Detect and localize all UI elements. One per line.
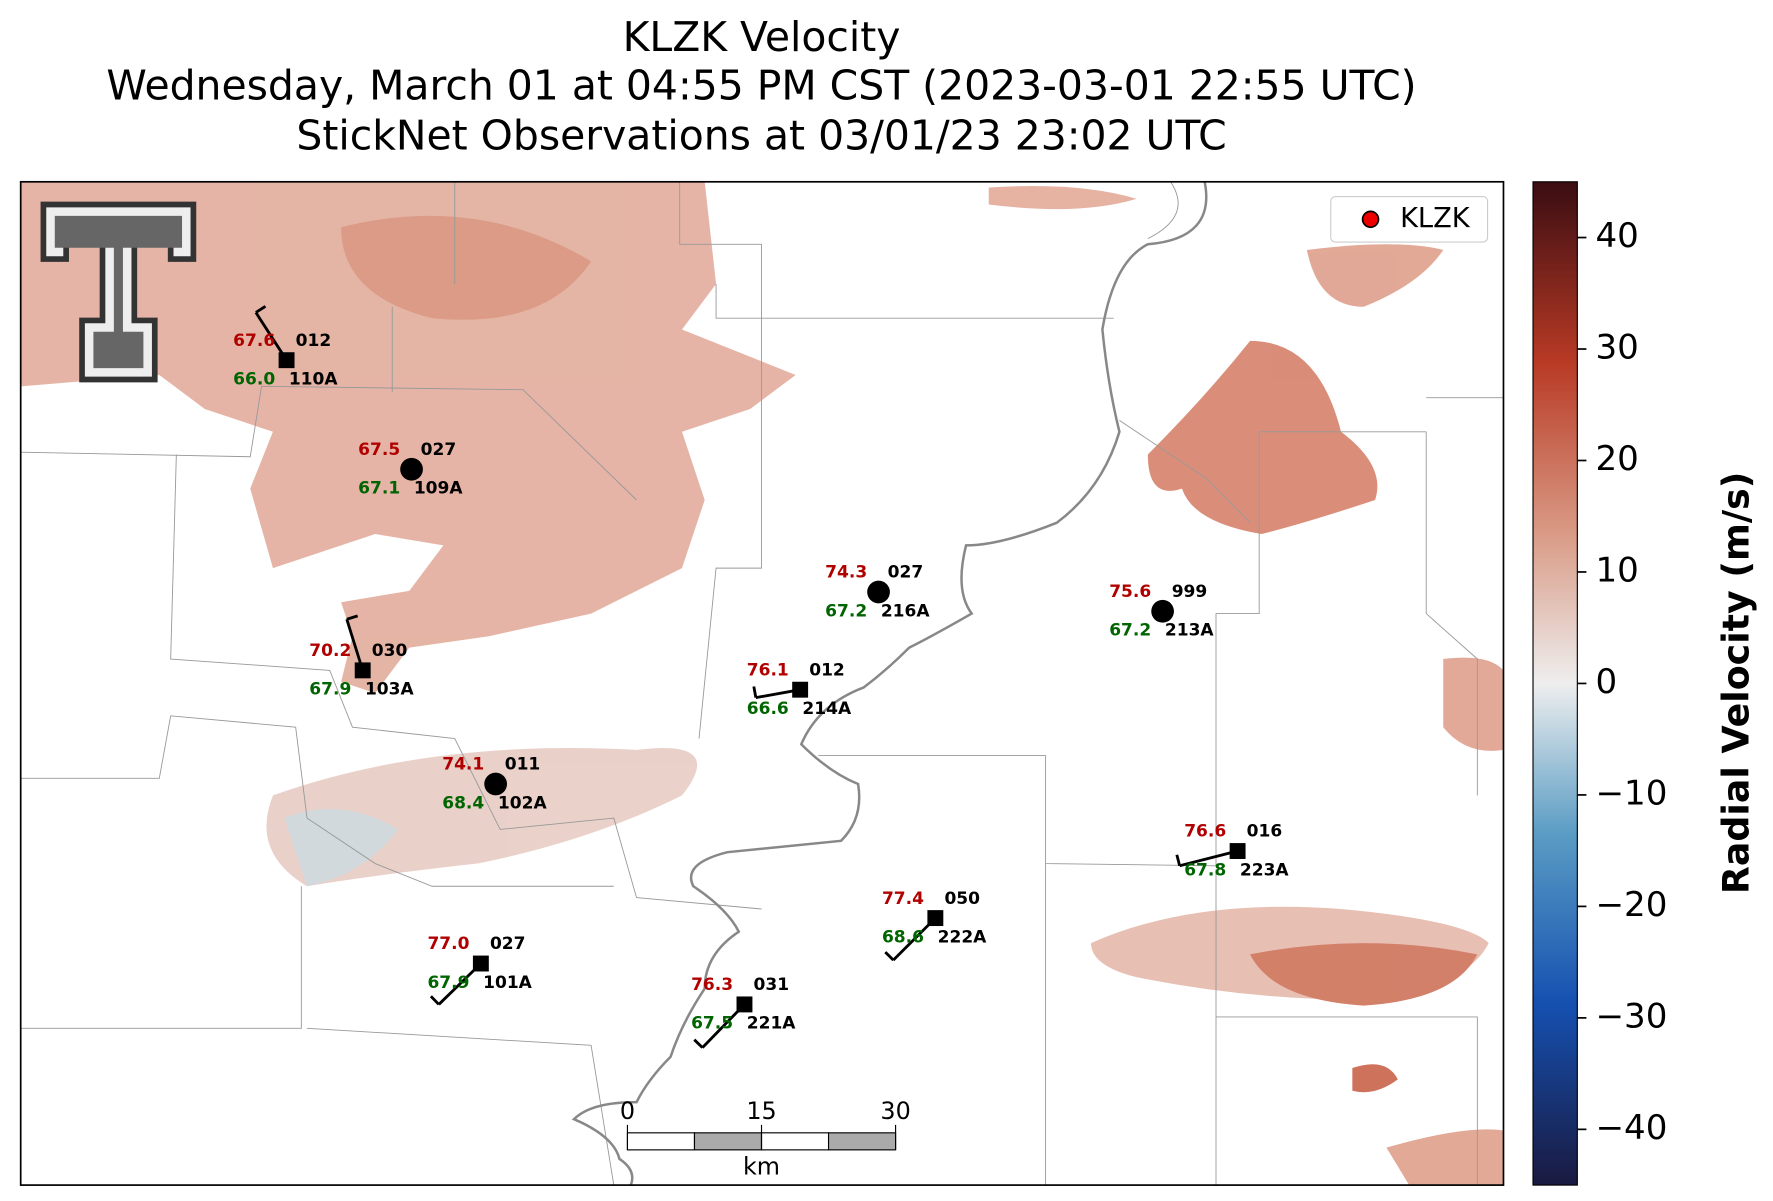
dewpoint: 67.9 (427, 973, 469, 993)
station-id: 102A (498, 793, 548, 813)
colorbar (1532, 181, 1578, 1186)
wind-direction: 016 (1247, 822, 1283, 842)
legend-marker (1361, 210, 1380, 229)
wind-barb (1179, 849, 1238, 868)
station-id: 221A (747, 1014, 797, 1034)
wind-direction: 027 (421, 440, 457, 460)
station-marker (400, 457, 423, 481)
station-marker (867, 580, 890, 604)
legend-box (1330, 196, 1489, 243)
dewpoint: 67.2 (825, 601, 867, 621)
station-marker (484, 772, 507, 796)
station-id: 110A (289, 370, 339, 390)
dewpoint: 66.6 (747, 699, 789, 719)
scale-bar: km 0 15 30 (620, 1097, 911, 1181)
wind-direction: 050 (944, 889, 980, 909)
subtitle: Wednesday, March 01 at 04:55 PM CST (202… (106, 62, 1416, 110)
scale-label: 0 (620, 1097, 635, 1125)
wind-barb-flag (884, 951, 895, 962)
wind-direction: 031 (754, 975, 790, 995)
temperature: 67.6 (233, 331, 275, 351)
dewpoint: 68.6 (882, 927, 924, 947)
station-marker (354, 662, 371, 679)
map-area (20, 181, 1504, 1186)
station-id: 101A (483, 973, 533, 993)
wind-barb-flag (346, 614, 359, 621)
dewpoint: 67.8 (1184, 860, 1226, 880)
station-id: 103A (365, 680, 415, 700)
station-marker (278, 352, 295, 369)
station-marker (792, 681, 809, 698)
dewpoint: 67.2 (1109, 621, 1151, 641)
wind-direction: 999 (1172, 582, 1208, 602)
temperature: 74.1 (442, 755, 484, 775)
station-marker (1229, 843, 1246, 859)
radar-echoes (20, 181, 1504, 1186)
ttu-logo (40, 201, 197, 383)
station-marker (1151, 599, 1174, 623)
title: KLZK Velocity (623, 13, 901, 61)
colorbar-label: Radial Velocity (m/s) (1715, 472, 1758, 895)
temperature: 76.1 (747, 660, 789, 680)
station-id: 109A (414, 479, 464, 499)
temperature: 76.6 (1184, 822, 1226, 842)
station-marker (927, 910, 944, 927)
wind-direction: 012 (296, 331, 332, 351)
station-id: 214A (802, 699, 852, 719)
colorbar-tick-label: 40 (1596, 216, 1639, 256)
colorbar-tick-label: 20 (1596, 439, 1639, 479)
temperature: 67.5 (358, 440, 400, 460)
dewpoint: 67.9 (309, 680, 351, 700)
dewpoint: 67.5 (691, 1014, 733, 1034)
wind-direction: 030 (372, 641, 408, 661)
colorbar-tick-label: 30 (1596, 328, 1639, 368)
wind-barb-flag (429, 995, 440, 1006)
dewpoint: 66.0 (233, 370, 275, 390)
wind-barb-flag (752, 686, 758, 698)
temperature: 76.3 (691, 975, 733, 995)
wind-barb-flag (693, 1038, 704, 1049)
temperature: 74.3 (825, 563, 867, 583)
stations: 67.6 012 66.0 110A 67.5 027 67.1 109A 70.2 030 67.… (233, 305, 1290, 1049)
station-marker (472, 955, 489, 972)
station-id: 223A (1240, 860, 1290, 880)
legend-label: KLZK (1400, 203, 1471, 234)
temperature: 75.6 (1109, 582, 1151, 602)
wind-barb-flag (1175, 854, 1182, 867)
colorbar-tick-label: 0 (1596, 662, 1618, 702)
colorbar-tick-label: 10 (1596, 550, 1639, 590)
legend: KLZK (1330, 196, 1489, 243)
colorbar-tick-label: −10 (1596, 773, 1668, 813)
station-id: 216A (881, 601, 931, 621)
wind-barb (345, 618, 365, 671)
wind-direction: 027 (490, 934, 526, 954)
scale-label: 30 (880, 1097, 910, 1125)
station-marker (736, 996, 753, 1013)
wind-direction: 012 (809, 660, 845, 680)
dewpoint: 67.1 (358, 479, 400, 499)
wind-direction: 011 (505, 755, 541, 775)
observation-time: StickNet Observations at 03/01/23 23:02 … (296, 112, 1226, 160)
county-lines (20, 181, 1504, 1186)
river (571, 181, 1208, 1186)
station-id: 213A (1165, 621, 1215, 641)
wind-direction: 027 (888, 563, 924, 583)
temperature: 77.0 (427, 934, 469, 954)
colorbar-tick-label: −30 (1596, 996, 1668, 1036)
map-frame (19, 180, 1505, 1186)
scale-unit: km (743, 1153, 780, 1181)
colorbar-tick-label: −40 (1596, 1108, 1668, 1148)
dewpoint: 68.4 (442, 793, 484, 813)
temperature: 70.2 (309, 641, 351, 661)
station-id: 222A (938, 927, 988, 947)
scale-label: 15 (746, 1097, 776, 1125)
colorbar-tick-label: −20 (1596, 885, 1668, 925)
wind-barb-flag (255, 305, 267, 314)
temperature: 77.4 (882, 889, 924, 909)
